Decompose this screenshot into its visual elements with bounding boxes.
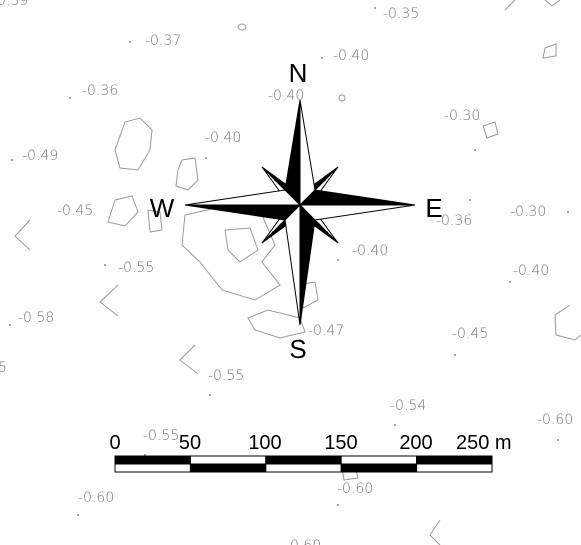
compass-west: W <box>150 193 175 223</box>
compass-north: N <box>289 58 308 88</box>
elevation-label: 5 <box>0 360 7 376</box>
contour-line <box>482 121 499 139</box>
compass-arm <box>299 99 316 207</box>
spot-point <box>11 159 13 161</box>
spot-point <box>337 259 339 261</box>
contour-line <box>224 227 259 263</box>
scale-bar: 0 50 100 150 200 250 m <box>109 432 512 473</box>
spot-point <box>567 211 569 213</box>
contour-line <box>114 117 153 171</box>
spot-point <box>454 354 456 356</box>
elevation-label: -0.30 <box>444 108 480 124</box>
elevation-label: -0.45 <box>452 326 488 342</box>
compass-arm <box>184 204 302 221</box>
spot-point <box>69 97 71 99</box>
elevation-label: -0.40 <box>268 88 304 104</box>
spot-point <box>129 41 131 43</box>
compass-arm <box>284 203 301 326</box>
elevation-label: -0.37 <box>145 33 181 49</box>
elevation-label: -0.55 <box>143 428 179 444</box>
elevation-label: -0.60 <box>285 538 321 545</box>
contour-line <box>14 219 31 251</box>
elevation-label: -0.55 <box>118 260 154 276</box>
elevation-label: -0.45 <box>57 203 93 219</box>
elevation-label: -0.40 <box>333 48 369 64</box>
scale-segment <box>416 463 493 473</box>
contour-line <box>147 209 163 233</box>
contour-line <box>554 304 581 341</box>
scale-segment <box>189 455 267 465</box>
contour-line <box>429 519 441 545</box>
scale-label: 100 <box>248 432 281 454</box>
compass-arm <box>298 204 416 221</box>
elevation-label: -0.36 <box>82 83 118 99</box>
spot-point <box>474 149 476 151</box>
scale-segment <box>340 463 418 473</box>
elevation-label: -0.40 <box>205 130 241 146</box>
scale-label: 250 m <box>456 432 512 454</box>
compass-arm <box>299 203 316 326</box>
scale-segment <box>114 455 191 465</box>
compass-rose: N S E W <box>150 58 443 364</box>
spot-point <box>469 199 471 201</box>
elevation-label: -0.55 <box>208 368 244 384</box>
compass-arm <box>298 189 416 206</box>
contour-line <box>99 284 119 317</box>
spot-point <box>509 281 511 283</box>
elevation-label: -0.58 <box>18 310 54 326</box>
spot-point <box>104 264 106 266</box>
scale-segment <box>416 455 493 465</box>
spot-point <box>205 157 207 159</box>
elevation-label: -0.60 <box>337 481 373 497</box>
contour-line <box>179 344 199 375</box>
scale-label: 0 <box>109 432 120 454</box>
elevation-label: -0.40 <box>352 243 388 259</box>
elevation-label: -0.40 <box>513 263 549 279</box>
scale-label: 50 <box>179 432 201 454</box>
spot-point <box>77 514 79 516</box>
compass-south: S <box>289 334 306 364</box>
spot-point <box>321 57 323 59</box>
elevation-label: -0.60 <box>78 490 114 506</box>
contour-line <box>544 0 561 7</box>
scale-segment <box>265 455 342 465</box>
spot-point <box>337 504 339 506</box>
compass-arm <box>284 99 301 207</box>
scale-segment <box>340 455 418 465</box>
contour-line <box>107 195 139 227</box>
contour-line <box>504 0 516 11</box>
elevation-label: -0.54 <box>390 398 426 414</box>
spot-point <box>209 394 211 396</box>
contour-line <box>247 309 306 339</box>
elevation-label: -0.49 <box>22 148 58 164</box>
contour-line <box>338 94 346 102</box>
scale-label: 200 <box>399 432 432 454</box>
scale-segment <box>265 463 342 473</box>
spot-point <box>374 7 376 9</box>
spot-point <box>9 324 11 326</box>
elevation-label: -0.39 <box>0 0 28 9</box>
elevation-label: -0.47 <box>308 323 344 339</box>
contour-line <box>175 157 199 191</box>
spot-point <box>394 424 396 426</box>
scale-segment <box>114 463 191 473</box>
elevation-label: -0.30 <box>510 204 546 220</box>
scale-segment <box>189 463 267 473</box>
spot-point <box>557 439 559 441</box>
scale-label: 150 <box>324 432 357 454</box>
elevation-label: -0.35 <box>383 6 419 22</box>
contour-line <box>237 23 247 31</box>
spot-point <box>299 339 301 341</box>
contours <box>14 0 581 545</box>
contour-line <box>542 43 557 59</box>
elevation-label: -0.60 <box>537 412 573 428</box>
compass-east: E <box>425 193 442 223</box>
elevation-label: -0.36 <box>436 213 472 229</box>
compass-arm <box>184 189 302 206</box>
